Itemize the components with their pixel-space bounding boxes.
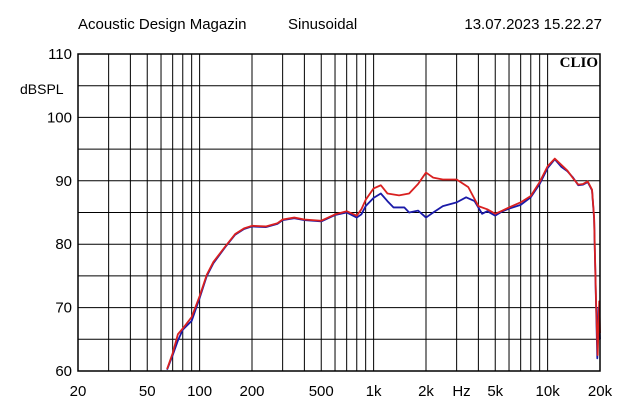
plot-frame [77,53,601,372]
chart-grid [78,54,600,371]
series-line-2 [166,157,601,370]
y-tick-label: 110 [48,46,72,63]
y-tick-label: 60 [55,363,72,380]
x-tick-label: 500 [309,383,334,400]
header-title: Acoustic Design Magazin [78,16,247,33]
x-tick-label: 100 [187,383,212,400]
x-tick-label: 1k [366,383,382,400]
y-tick-label: 70 [55,300,72,317]
x-tick-label: 20k [588,383,613,400]
x-tick-label: 10k [536,383,561,400]
y-tick-labels: 60 70 80 90 100 110 [47,46,72,380]
y-tick-label: 100 [47,109,72,126]
chart-series [166,157,601,371]
y-tick-label: 80 [55,236,72,253]
y-tick-label: 90 [55,173,72,190]
clio-badge: CLIO [560,55,598,71]
measurement-timestamp: 13.07.2023 15.22.27 [464,16,602,33]
x-tick-label: 200 [239,383,264,400]
x-tick-labels: 20 50 100 200 500 1k 2k 5k 10k 20k Hz [70,383,613,400]
x-tick-label: 5k [487,383,503,400]
x-tick-label: 20 [70,383,87,400]
measurement-mode: Sinusoidal [288,16,358,33]
x-tick-label: 2k [418,383,434,400]
y-axis-label: dBSPL [20,81,64,97]
x-axis-unit: Hz [452,383,470,400]
x-tick-label: 50 [139,383,156,400]
